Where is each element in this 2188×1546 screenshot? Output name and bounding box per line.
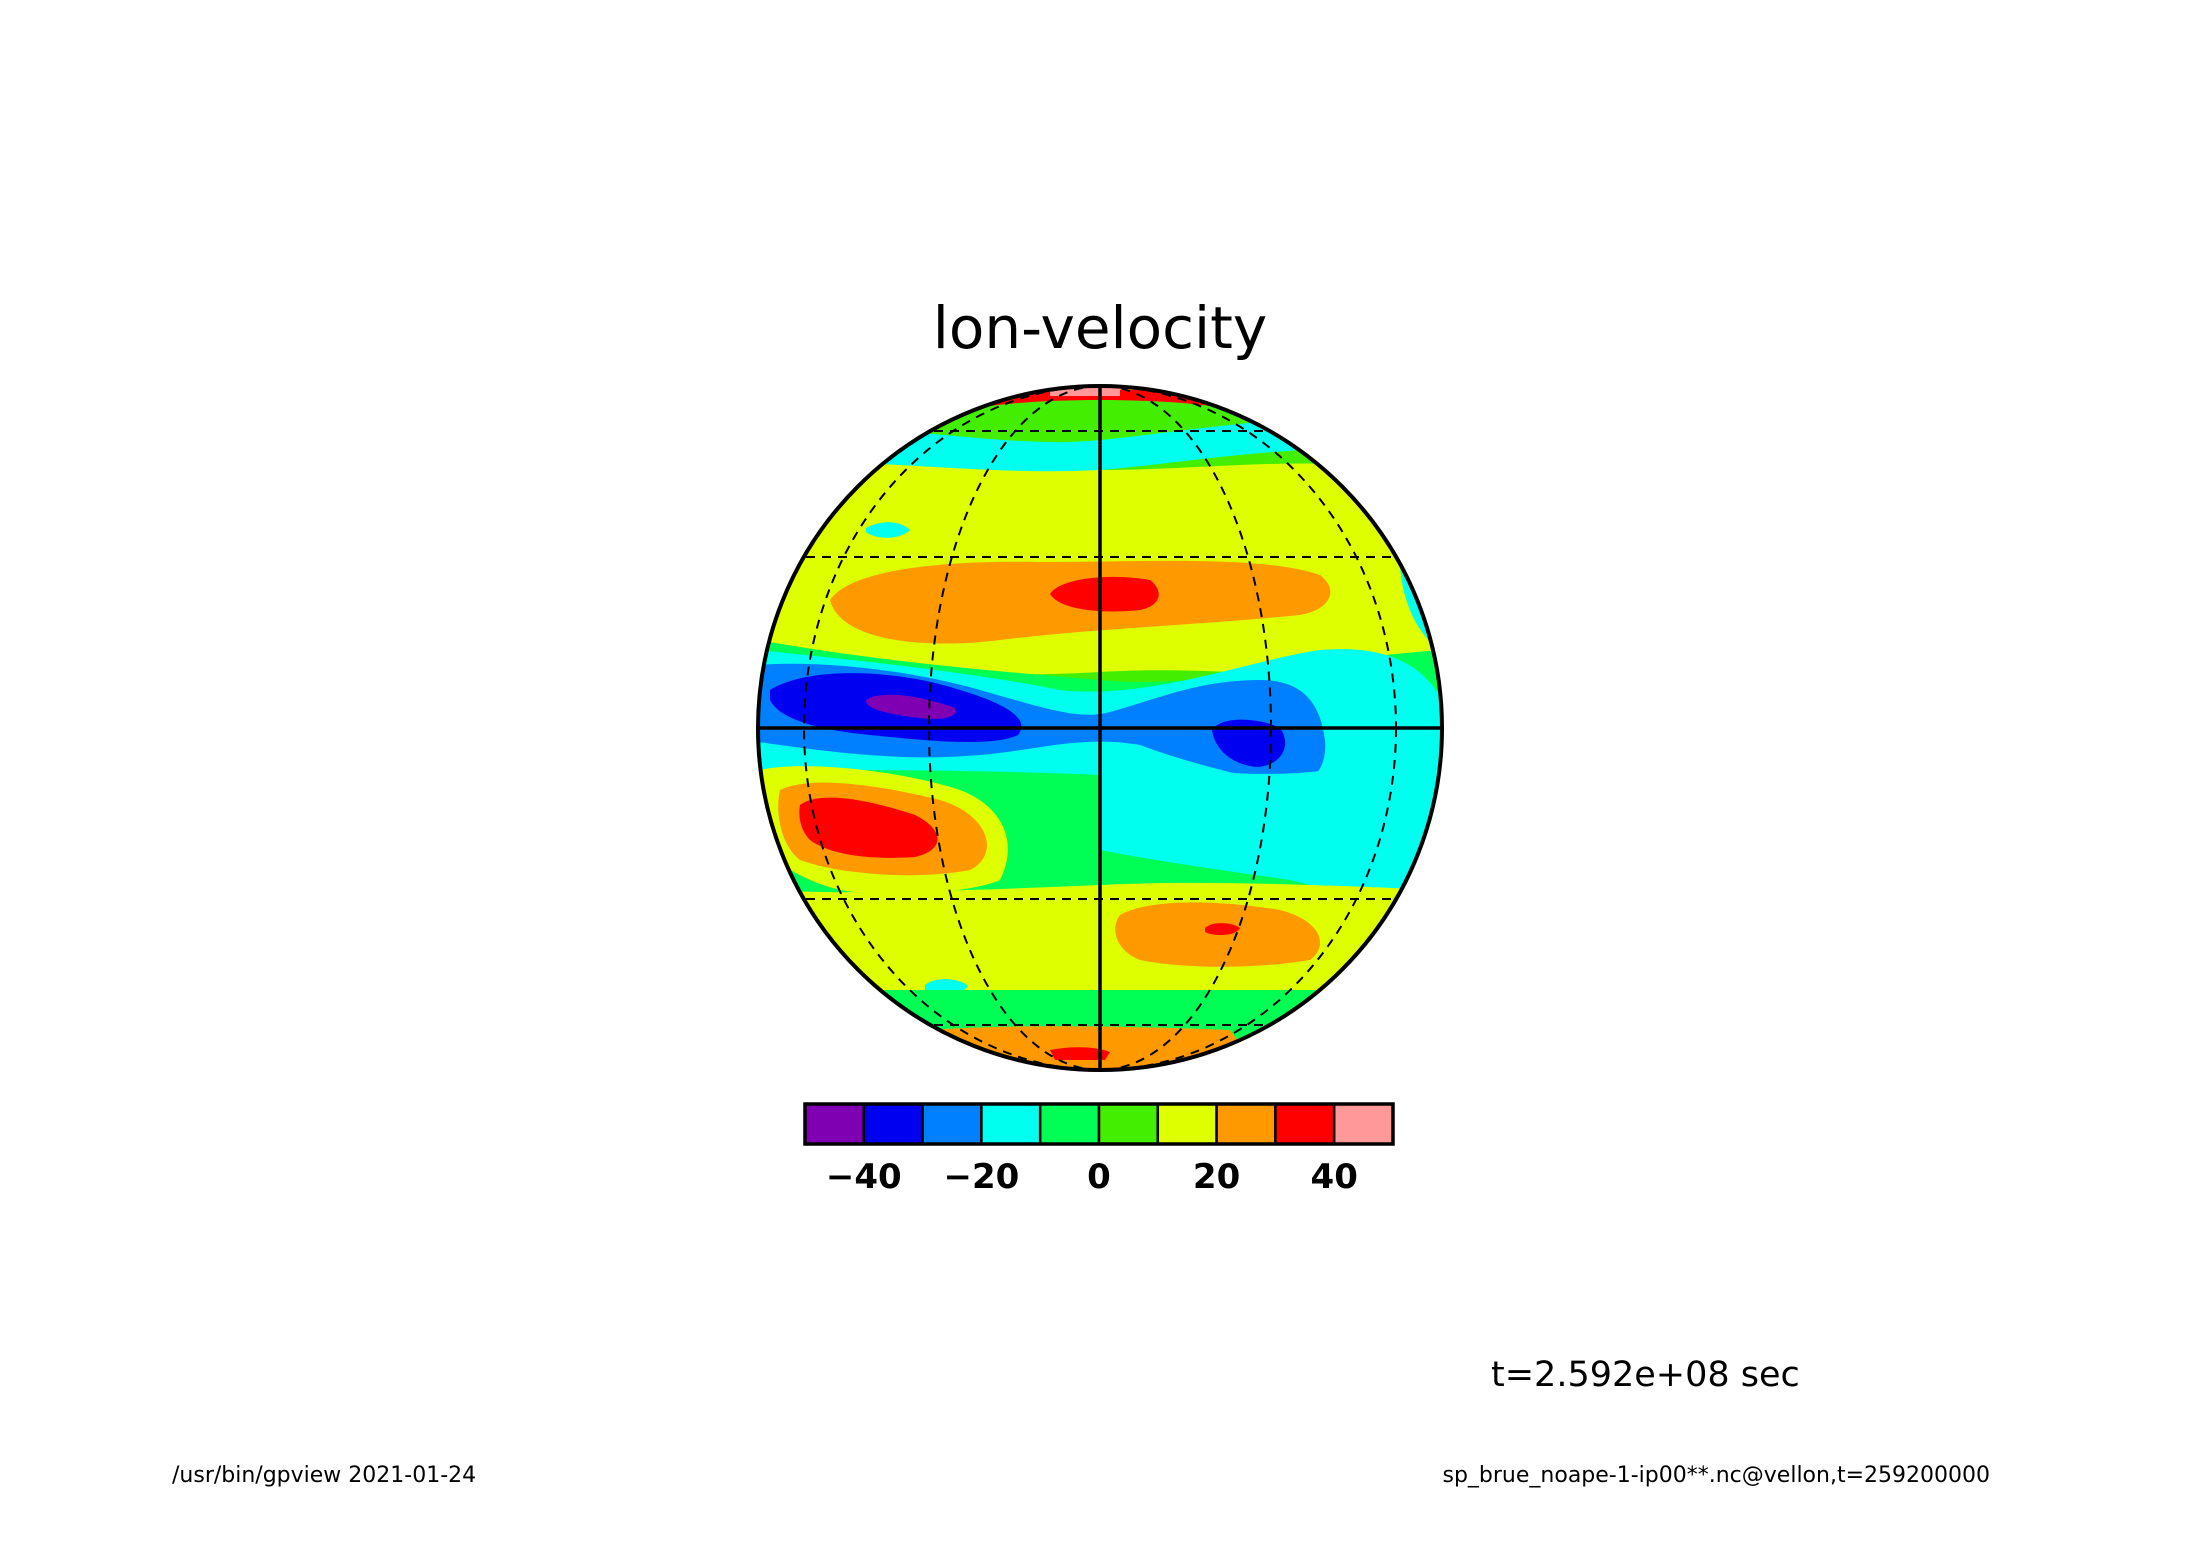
- colorbar-tick-label: 20: [1193, 1157, 1240, 1197]
- footer-right: sp_brue_noape-1-ip00**.nc@vellon,t=25920…: [1443, 1463, 1991, 1488]
- colorbar-tick-label: −20: [943, 1157, 1019, 1197]
- contour-region: [866, 522, 910, 538]
- contour-region: [1205, 923, 1240, 936]
- colorbar-swatch: [1332, 1102, 1395, 1146]
- colorbar-frame: [803, 1102, 1395, 1146]
- globe-map: [756, 384, 1444, 1072]
- colorbar-tick-label: 0: [1087, 1157, 1111, 1197]
- colorbar: −40 −20 0 20 40: [803, 1102, 1395, 1197]
- contour-region: [799, 797, 938, 858]
- colorbar-swatch: [803, 1102, 866, 1146]
- colorbar-swatch: [1274, 1102, 1336, 1146]
- footer-left: /usr/bin/gpview 2021-01-24: [172, 1463, 476, 1488]
- colorbar-tick-label: −40: [826, 1157, 902, 1197]
- contour-region: [1212, 719, 1286, 767]
- colorbar-swatch: [921, 1102, 983, 1146]
- colorbar-tick-label: 40: [1311, 1157, 1358, 1197]
- contour-region: [1050, 576, 1159, 612]
- globe-outline: [756, 384, 1444, 1072]
- plot-title: lon-velocity: [933, 294, 1267, 362]
- contour-region: [1050, 1047, 1110, 1060]
- colorbar-swatch: [1038, 1102, 1101, 1146]
- contour-region: [866, 694, 956, 719]
- colorbar-swatch: [980, 1102, 1042, 1146]
- time-label: t=2.592e+08 sec: [1491, 1355, 1800, 1395]
- colorbar-swatch: [1215, 1102, 1277, 1146]
- colorbar-swatch: [862, 1102, 924, 1146]
- axes-lines: [758, 386, 1442, 1070]
- colorbar-swatch: [1097, 1102, 1160, 1146]
- contour-region: [880, 480, 1000, 508]
- colorbar-swatch: [1156, 1102, 1218, 1146]
- contour-region: [1100, 750, 1442, 901]
- contour-region: [1170, 482, 1270, 511]
